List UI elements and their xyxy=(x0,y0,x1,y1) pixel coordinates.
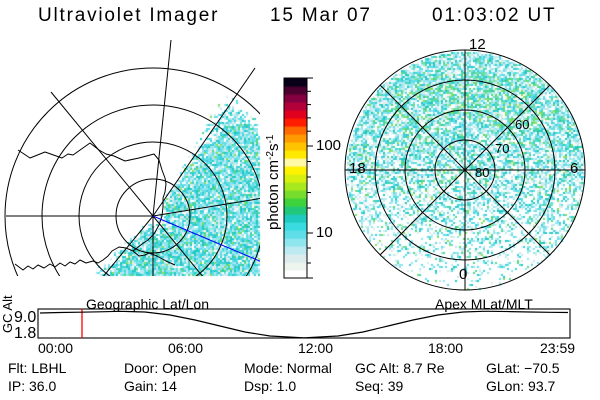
svg-text:GC Alt: GC Alt xyxy=(0,295,15,333)
svg-text:photon cm-2s-1: photon cm-2s-1 xyxy=(265,134,282,230)
